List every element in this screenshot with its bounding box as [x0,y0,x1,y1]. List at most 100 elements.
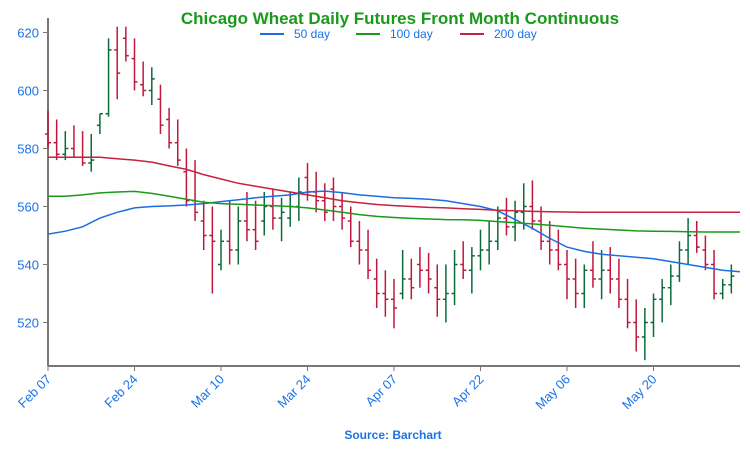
ohlc-bar [416,247,423,288]
ohlc-bar [122,26,129,62]
ohlc-bar [581,264,588,308]
y-tick-label: 560 [17,200,39,215]
ohlc-bar [598,250,605,300]
ohlc-bar [148,67,155,105]
ohlc-bar [174,119,181,166]
ohlc-bar [261,192,268,236]
y-tick-label: 620 [17,26,39,41]
ohlc-bar [70,125,77,158]
ohlc-bar [693,221,700,253]
x-tick-label: May 06 [532,372,573,413]
ohlc-bar [209,206,216,294]
ohlc-bar [321,183,328,221]
legend: 50 day 100 day 200 day [260,27,537,41]
ohlc-bar [624,279,631,329]
ohlc-bar [529,180,536,230]
ohlc-bar [615,258,622,308]
legend-label-100-day: 100 day [390,27,433,41]
legend-label-200-day: 200 day [494,27,537,41]
ohlc-bar [728,264,735,294]
ohlc-bar [494,206,501,250]
plot-area: 520 540 560 580 600 620 Feb 07 Feb 24 Mar 10 Mar … [15,18,741,413]
x-tick-label: Feb 24 [101,372,140,411]
ohlc-bar [88,134,95,172]
ohlc-bar [235,206,242,265]
ohlc-bar [114,26,121,100]
ohlc-bar [486,221,493,265]
ohlc-bar [546,221,553,265]
x-tick-label: Apr 07 [362,372,400,410]
ohlc-bar [105,38,112,117]
ohlc-bar [252,200,259,250]
legend-label-50-day: 50 day [294,27,330,41]
ohlc-bar [287,192,294,227]
x-tick-label: Mar 10 [188,372,227,411]
ohlc-bar [391,279,397,329]
ohlc-bar [365,229,372,279]
ohlc-bar [468,247,475,294]
ohlc-bar [650,293,657,337]
ohlc-bar [356,221,363,265]
x-tick-label: May 20 [619,372,660,413]
ohlc-bar [382,270,389,317]
ohlc-bar [607,247,614,294]
chart-title: Chicago Wheat Daily Futures Front Month … [181,9,619,28]
legend-item-50-day: 50 day [260,27,330,41]
legend-item-200-day: 200 day [460,27,537,41]
legend-item-100-day: 100 day [356,27,433,41]
ohlc-bar [45,110,51,149]
ohlc-bar [269,189,276,230]
ohlc-bar [589,241,596,288]
ohlc-bar [140,61,147,97]
ohlc-bar [451,250,458,306]
ohlc-bar [166,107,173,149]
ohlc-bar [79,131,86,166]
ohlc-bar [520,183,527,230]
ohlc-bar [339,192,346,230]
ohlc-bar [157,84,164,134]
ohlc-bar [641,308,648,361]
x-tick-label: Mar 24 [274,372,313,411]
ohlc-bar [408,258,415,300]
ohlc-bar [555,229,562,271]
ohlc-bar [719,279,726,300]
ohlc-bar [512,200,519,242]
ohlc-bar [659,279,666,323]
ohlc-bar [434,264,441,317]
ohlc-bar [572,258,579,308]
ohlc-bar [425,252,432,294]
ohlc-bar [538,206,545,250]
ohlc-bar [62,131,69,161]
x-tick-label: Apr 22 [449,372,487,410]
ohlc-bar [96,112,103,134]
ohlc-bar [278,197,285,242]
ohlc-bar [373,258,380,308]
ohlc-bar [226,200,233,265]
ohlc-bar [183,148,190,207]
y-tick-label: 600 [17,84,39,99]
ohlc-bar [442,264,449,323]
ohlc-bar [460,241,467,279]
ohlc-bar [192,160,199,221]
series-line-200-day [48,156,740,214]
ohlc-bar [243,192,250,242]
y-tick-label: 580 [17,142,39,157]
ohlc-bar [702,235,709,271]
ohlc-bar [218,229,224,271]
x-tick-label: Feb 07 [15,372,54,411]
source-label: Source: Barchart [344,428,441,442]
y-tick-label: 520 [17,316,39,331]
ohlc-bar [633,299,640,352]
ohlc-bar [200,200,207,250]
series-line-50-day [47,190,741,273]
ohlc-bar [399,250,406,300]
ohlc-bar [131,38,138,91]
ohlc-bar [477,229,484,271]
ohlc-bar [295,177,302,221]
ohlc-bar [711,250,718,300]
series-line-100-day [48,190,740,233]
ohlc-bar [53,119,60,161]
ohlc-bar [564,250,570,300]
